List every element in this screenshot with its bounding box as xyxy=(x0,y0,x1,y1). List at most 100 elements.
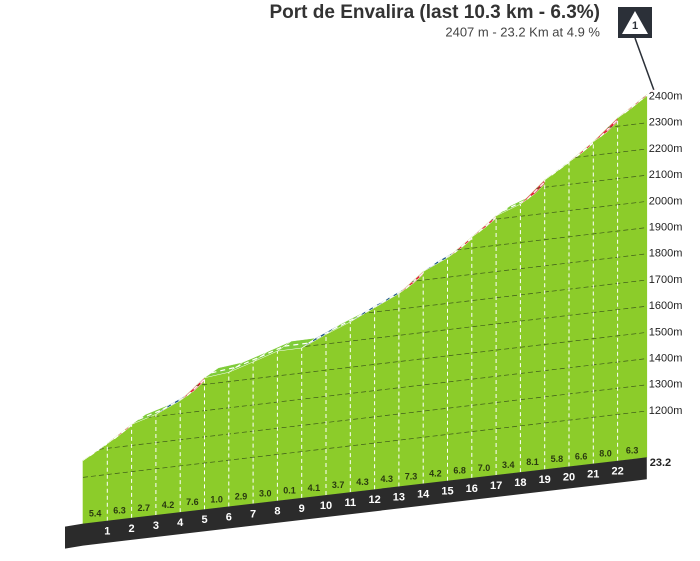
km-label: 1 xyxy=(104,526,110,538)
profile-segment xyxy=(277,347,303,502)
profile-segment xyxy=(398,270,424,487)
profile-segment xyxy=(447,236,473,482)
km-label: 20 xyxy=(563,471,575,483)
grid-line xyxy=(83,305,647,373)
road-centerline xyxy=(624,89,655,114)
y-tick-label: 2200m xyxy=(649,143,683,155)
gradient-label: 7.0 xyxy=(478,463,491,473)
km-label: 6 xyxy=(226,511,232,523)
grid-line xyxy=(83,384,647,452)
profile-segment xyxy=(228,361,254,507)
profile-segment xyxy=(520,179,546,473)
gradient-label: 3.4 xyxy=(502,460,515,470)
gradient-label: 4.2 xyxy=(429,469,442,479)
gradient-label: 6.8 xyxy=(453,466,466,476)
gradient-label: 7.6 xyxy=(186,497,199,507)
gradient-label: 6.3 xyxy=(113,506,126,516)
y-tick-label: 1400m xyxy=(649,353,683,365)
km-label: 18 xyxy=(514,477,526,489)
gradient-label: 4.3 xyxy=(380,474,393,484)
distance-label: 23.2 xyxy=(650,457,671,469)
profile-segment xyxy=(325,321,351,496)
km-label: 19 xyxy=(539,474,551,486)
road-centerline xyxy=(259,345,285,358)
road-centerline xyxy=(429,252,455,268)
km-label: 21 xyxy=(587,468,599,480)
km-label: 14 xyxy=(417,488,430,500)
y-tick-label: 2100m xyxy=(649,169,683,181)
profile-segment xyxy=(544,161,570,470)
road-centerline xyxy=(356,302,382,318)
gradient-label: 8.1 xyxy=(526,457,539,467)
km-label: 13 xyxy=(393,491,405,503)
chart-subtitle: 2407 m - 23.2 Km at 4.9 % xyxy=(445,24,600,39)
profile-segment xyxy=(592,117,618,464)
road-centerline xyxy=(381,288,407,304)
y-tick-label: 1500m xyxy=(649,326,683,338)
km-label: 9 xyxy=(299,503,305,515)
profile-segment xyxy=(204,371,230,510)
gradient-label: 0.1 xyxy=(283,486,296,496)
y-tick-label: 2000m xyxy=(649,195,683,207)
gradient-label: 5.4 xyxy=(89,509,102,519)
y-tick-label: 1700m xyxy=(649,274,683,286)
summit-pole xyxy=(634,37,655,91)
grid-line xyxy=(83,96,647,164)
gradient-label: 5.8 xyxy=(551,454,564,464)
road-centerline xyxy=(332,316,358,330)
gradient-label: 7.3 xyxy=(405,471,418,481)
km-label: 4 xyxy=(177,517,184,529)
road-centerline xyxy=(284,342,309,347)
km-label: 8 xyxy=(274,506,280,518)
grid-line xyxy=(83,410,647,478)
gradient-label: 3.0 xyxy=(259,489,272,499)
gradient-label: 3.7 xyxy=(332,480,345,490)
road-centerline xyxy=(89,438,115,457)
profile-segment xyxy=(252,350,278,504)
km-label: 16 xyxy=(466,483,478,495)
gradient-label: 4.2 xyxy=(162,500,175,510)
profile-segment xyxy=(374,293,400,490)
road-centerline xyxy=(138,408,164,420)
profile-segment xyxy=(422,257,448,484)
y-tick-label: 1800m xyxy=(649,248,683,260)
badge-label: 1 xyxy=(632,20,638,32)
y-tick-label: 1300m xyxy=(649,379,683,391)
y-tick-label: 1200m xyxy=(649,405,683,417)
road-centerline xyxy=(162,395,188,410)
km-label: 5 xyxy=(201,514,207,526)
y-tick-label: 2300m xyxy=(649,117,683,129)
gradient-label: 1.0 xyxy=(210,494,223,504)
km-label: 22 xyxy=(611,466,623,478)
profile-segment xyxy=(155,400,181,516)
km-label: 3 xyxy=(153,520,159,532)
grid-line xyxy=(83,332,647,400)
y-tick-label: 1900m xyxy=(649,222,683,234)
km-label: 11 xyxy=(344,497,356,509)
profile-segment xyxy=(568,141,594,467)
gradient-label: 2.9 xyxy=(235,491,248,501)
km-label: 17 xyxy=(490,480,502,492)
road-centerline xyxy=(235,356,261,368)
y-tick-label: 2400m xyxy=(649,91,683,103)
gradient-label: 4.3 xyxy=(356,477,369,487)
badge-triangle xyxy=(622,11,648,34)
road-centerline xyxy=(211,366,236,374)
profile-segment xyxy=(471,215,497,479)
grid-line xyxy=(83,358,647,426)
km-label: 2 xyxy=(129,523,135,535)
km-label: 15 xyxy=(441,486,453,498)
km-label: 12 xyxy=(368,494,380,506)
chart-title: Port de Envalira (last 10.3 km - 6.3%) xyxy=(269,2,600,23)
gradient-label: 6.3 xyxy=(626,445,639,455)
profile-segment xyxy=(301,333,327,499)
gradient-label: 2.7 xyxy=(137,503,150,513)
km-label: 10 xyxy=(320,500,332,512)
y-tick-label: 1600m xyxy=(649,300,683,312)
km-label: 7 xyxy=(250,509,256,521)
profile-segment xyxy=(349,307,375,493)
gradient-label: 6.6 xyxy=(575,451,588,461)
gradient-label: 4.1 xyxy=(308,483,321,493)
road-centerline xyxy=(308,328,334,344)
